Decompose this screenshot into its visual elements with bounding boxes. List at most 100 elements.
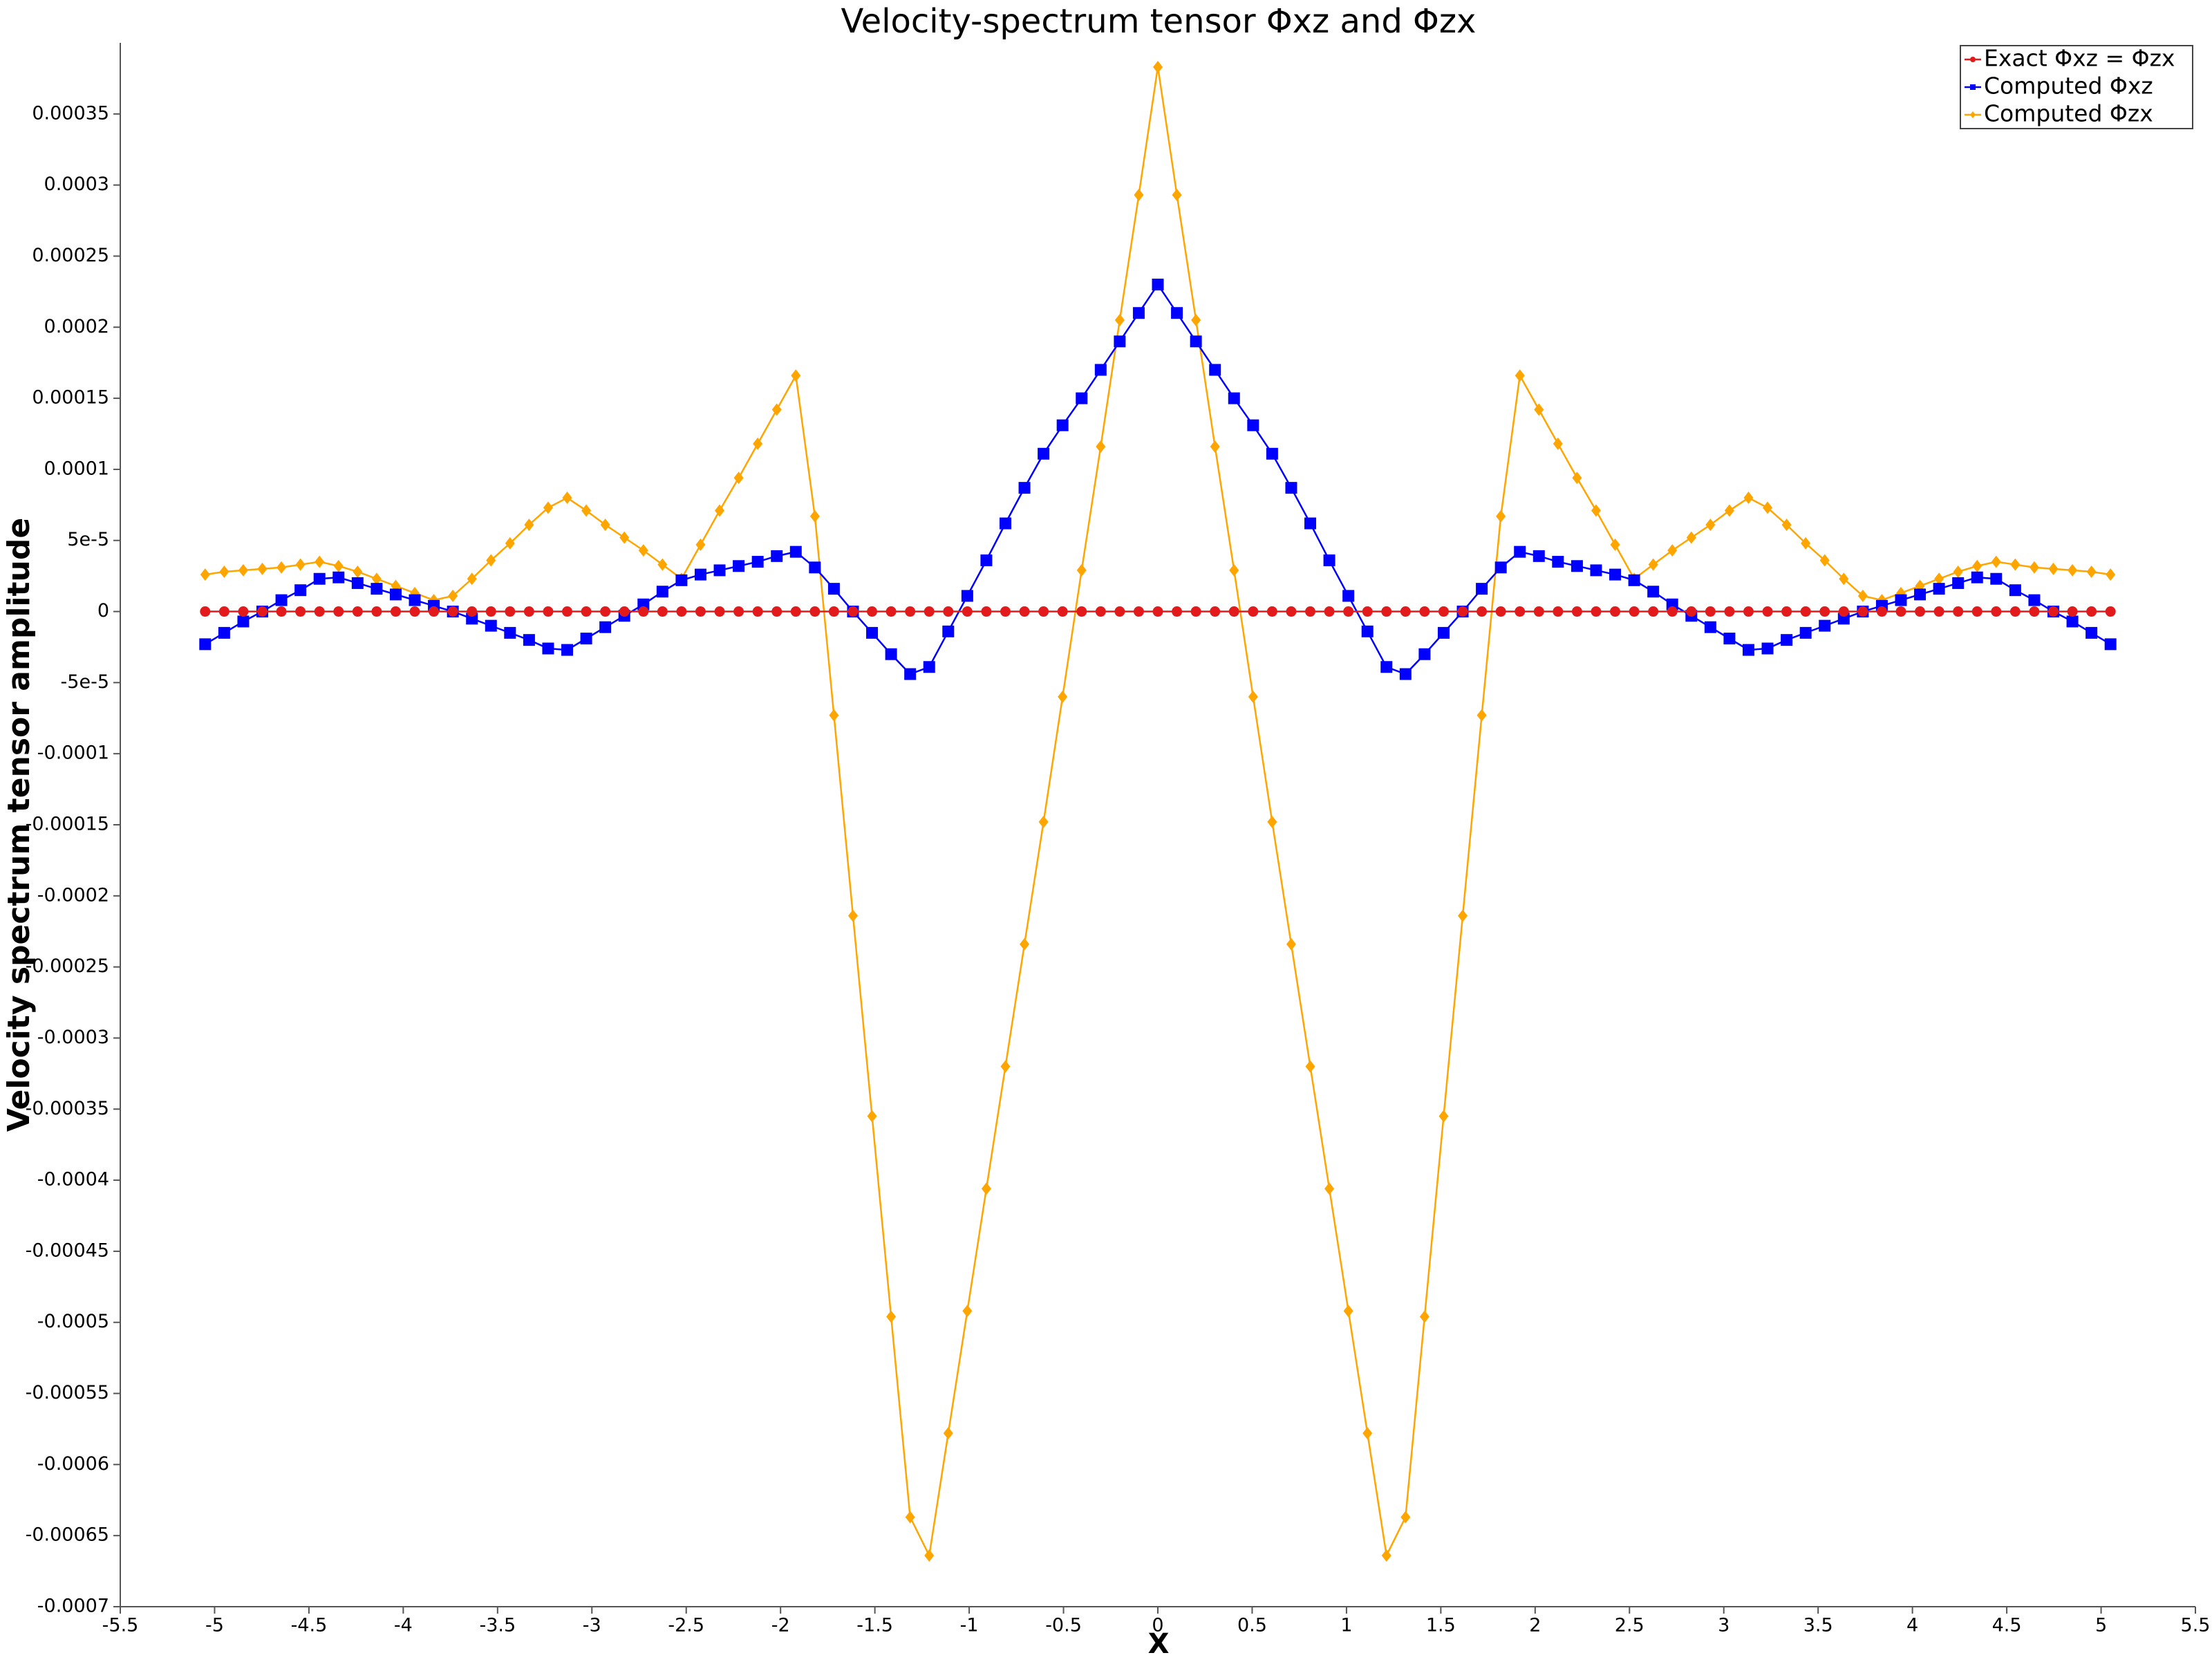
marker xyxy=(333,559,344,572)
marker xyxy=(2104,638,2117,651)
y-tick-label: -0.00035 xyxy=(26,1098,109,1119)
marker xyxy=(619,606,630,617)
marker xyxy=(1096,440,1106,454)
marker xyxy=(1704,621,1716,633)
x-axis-label: X xyxy=(1148,1628,1170,1659)
marker xyxy=(409,606,420,617)
x-tick-label: 5 xyxy=(2095,1615,2107,1636)
marker xyxy=(1743,492,1754,505)
marker xyxy=(1534,403,1544,416)
marker xyxy=(1933,583,1945,595)
marker xyxy=(638,544,648,557)
marker xyxy=(2009,606,2021,617)
marker xyxy=(1705,519,1716,532)
marker xyxy=(1571,560,1583,572)
y-tick-label: -0.0006 xyxy=(37,1453,109,1475)
y-tick-label: -0.0002 xyxy=(37,884,109,906)
marker xyxy=(294,584,307,597)
marker xyxy=(1553,437,1563,450)
marker xyxy=(1990,572,2003,585)
marker xyxy=(429,606,440,617)
marker xyxy=(733,560,745,572)
legend-marker xyxy=(1970,84,1976,90)
marker xyxy=(961,590,973,602)
marker xyxy=(543,501,553,514)
marker xyxy=(562,492,572,505)
marker xyxy=(1247,419,1259,431)
marker xyxy=(523,634,535,646)
marker xyxy=(276,561,287,574)
marker xyxy=(847,909,858,922)
x-tick-label: -4 xyxy=(394,1615,413,1636)
marker xyxy=(1343,606,1354,617)
marker xyxy=(1038,447,1050,460)
marker xyxy=(828,606,839,617)
marker xyxy=(1458,909,1468,922)
marker xyxy=(1114,606,1125,617)
marker xyxy=(695,538,706,551)
marker xyxy=(885,606,897,617)
marker xyxy=(1477,606,1488,617)
marker xyxy=(867,606,878,617)
marker xyxy=(2068,563,2078,577)
marker xyxy=(238,606,249,617)
marker xyxy=(315,555,325,568)
marker xyxy=(1114,335,1126,348)
marker xyxy=(1476,583,1488,595)
marker xyxy=(1361,625,1374,637)
marker xyxy=(752,606,763,617)
marker xyxy=(790,606,801,617)
marker xyxy=(1610,538,1620,551)
marker xyxy=(1819,554,1830,567)
marker xyxy=(1591,606,1602,617)
marker xyxy=(1724,606,1735,617)
marker xyxy=(1381,1549,1391,1562)
marker xyxy=(619,531,630,544)
x-tick-label: -5.5 xyxy=(102,1615,139,1636)
x-tick-label: 0.5 xyxy=(1237,1615,1267,1636)
marker xyxy=(1058,690,1068,703)
marker xyxy=(751,556,764,568)
marker xyxy=(1248,606,1259,617)
marker xyxy=(1248,690,1258,703)
marker xyxy=(2086,626,2098,639)
marker xyxy=(886,1310,897,1323)
x-tick-label: 1 xyxy=(1340,1615,1352,1636)
marker xyxy=(1018,482,1031,494)
marker xyxy=(2029,606,2040,617)
marker xyxy=(924,1549,935,1562)
marker xyxy=(847,606,859,617)
marker xyxy=(1895,594,1907,606)
marker xyxy=(1286,937,1296,951)
x-tick-label: 3.5 xyxy=(1803,1615,1833,1636)
marker xyxy=(1723,633,1736,645)
marker xyxy=(523,606,534,617)
marker xyxy=(200,606,211,617)
y-axis-label: Velocity spectrum tensor amplitude xyxy=(1,518,37,1132)
marker xyxy=(332,571,345,583)
marker xyxy=(1000,1060,1011,1073)
y-tick-label: -0.0001 xyxy=(37,743,109,764)
marker xyxy=(2086,565,2097,578)
y-tick-label: 0.00035 xyxy=(32,102,109,124)
marker xyxy=(1323,554,1335,567)
marker xyxy=(1000,606,1011,617)
marker xyxy=(1477,709,1487,722)
y-tick-label: 0.00025 xyxy=(32,245,109,266)
marker xyxy=(1628,574,1640,586)
marker xyxy=(733,606,744,617)
y-tick-label: -0.00065 xyxy=(26,1524,109,1546)
marker xyxy=(1743,606,1754,617)
marker xyxy=(1514,545,1526,558)
marker xyxy=(199,638,212,651)
x-tick-label: -1 xyxy=(960,1615,979,1636)
legend-marker xyxy=(1970,57,1976,62)
marker xyxy=(275,594,288,606)
marker xyxy=(1381,606,1392,617)
marker xyxy=(1933,606,1944,617)
marker xyxy=(962,606,973,617)
marker xyxy=(1210,440,1220,454)
marker xyxy=(1362,1427,1373,1440)
